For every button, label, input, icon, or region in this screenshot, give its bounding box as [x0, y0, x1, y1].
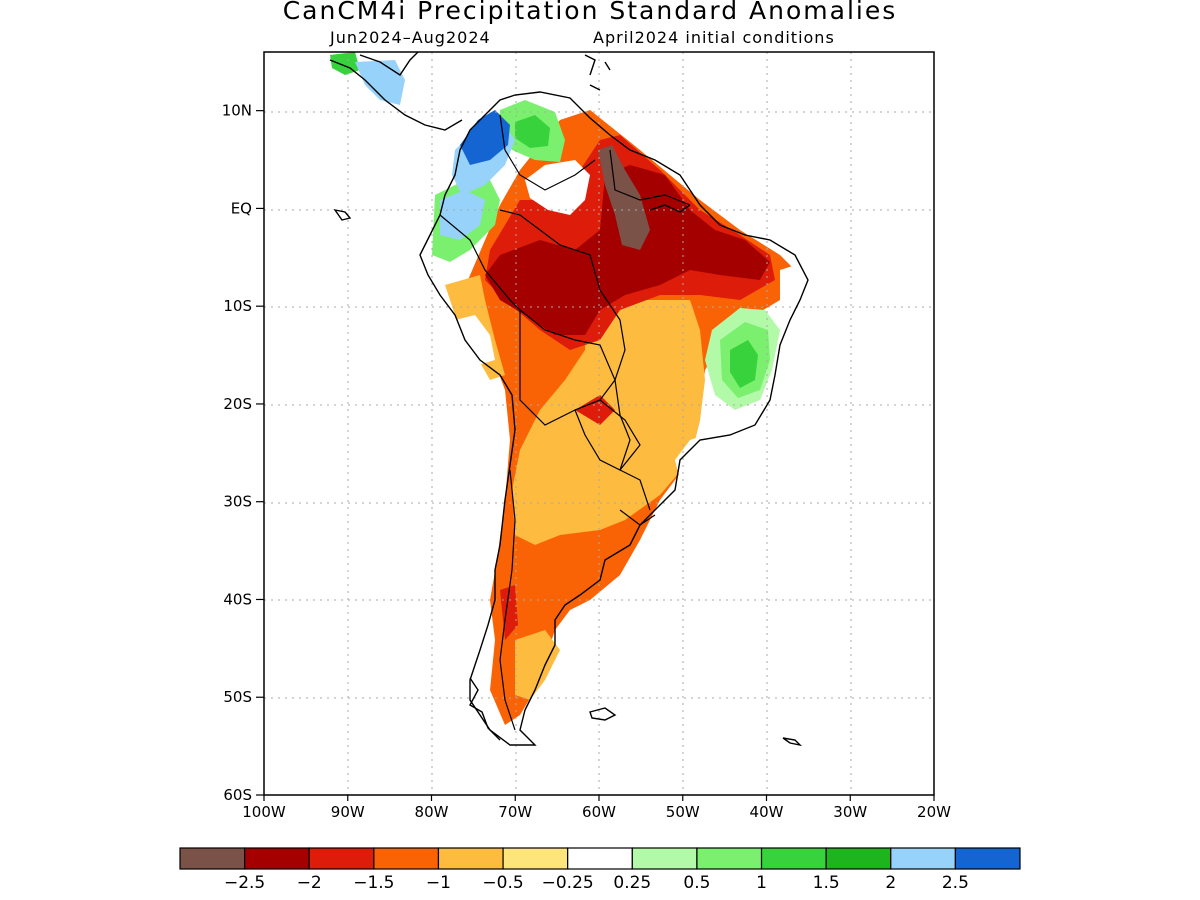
lon-tick-label: 80W — [415, 803, 449, 821]
lat-tick-label: 30S — [223, 493, 252, 511]
anomaly-region-light-orange-south — [515, 630, 560, 700]
colorbar-swatch — [567, 847, 633, 870]
south-america-coastline — [419, 91, 809, 746]
lat-tick-label: EQ — [231, 199, 252, 217]
colorbar-label: −0.25 — [542, 873, 594, 893]
colorbar-swatch — [825, 847, 892, 870]
colorbar-label: 1.5 — [813, 873, 840, 893]
anomaly-region-red-lake — [575, 395, 615, 425]
colorbar-label: −0.5 — [482, 873, 523, 893]
colorbar-swatch — [890, 847, 956, 870]
border-paraguay — [574, 399, 641, 471]
anomaly-region-dark-blue-colombia — [460, 110, 510, 165]
country-borders — [439, 114, 691, 731]
anomaly-region-dark-red — [485, 165, 770, 335]
caribbean-islands — [584, 54, 691, 213]
coastlines — [329, 52, 809, 747]
anomaly-region-white-east — [780, 262, 815, 320]
anomaly-region-white-southeast — [675, 430, 740, 480]
lat-tick-label: 40S — [223, 590, 252, 608]
colorbar-label: 2 — [885, 873, 896, 893]
colorbar-swatch — [502, 847, 569, 870]
colorbar-swatch — [760, 847, 827, 870]
colorbar-label: −2.5 — [224, 873, 265, 893]
grid-lines — [264, 52, 934, 795]
lat-tick-label: 10S — [223, 297, 252, 315]
lon-tick-label: 100W — [242, 803, 286, 821]
anomaly-region-white-peru — [455, 315, 495, 365]
anomaly-region-blue-central-america — [355, 60, 405, 105]
lon-tick-label: 50W — [666, 803, 700, 821]
south-georgia — [782, 737, 803, 747]
chile-archipelago — [469, 677, 501, 741]
anomaly-region-brown — [598, 145, 650, 250]
colorbar-label: 0.25 — [613, 873, 651, 893]
anomaly-region-light-orange — [512, 300, 705, 545]
colorbar-swatch — [631, 847, 698, 870]
lon-tick-label: 60W — [582, 803, 616, 821]
border-guianas — [609, 149, 691, 206]
lat-tick-label: 50S — [223, 688, 252, 706]
initial-conditions: April2024 initial conditions — [593, 28, 835, 47]
colorbar-label: 1 — [756, 873, 767, 893]
border-peru-ecuador — [439, 214, 521, 311]
central-america-coastline — [329, 52, 463, 131]
lat-tick-label: 20S — [223, 395, 252, 413]
border-colombia-venezuela — [499, 114, 596, 191]
border-andes — [499, 469, 516, 731]
colorbar-swatch — [179, 847, 246, 870]
colorbar-swatch — [954, 847, 1021, 870]
lat-tick-label: 60S — [223, 786, 252, 804]
lon-tick-label: 30W — [833, 803, 867, 821]
anomaly-region-green-caribbean-core — [515, 115, 550, 148]
anomaly-field — [330, 52, 815, 725]
border-argentina-uruguay — [619, 509, 656, 526]
anomaly-region-green-brazil-core — [730, 340, 758, 388]
map-title: CanCM4i Precipitation Standard Anomalies — [282, 0, 898, 25]
falkland-islands — [589, 707, 617, 721]
colorbar-swatch — [373, 847, 440, 870]
lon-tick-label: 20W — [917, 803, 951, 821]
galapagos-islands — [333, 208, 352, 221]
lon-tick-label: 90W — [331, 803, 365, 821]
colorbar-swatch — [308, 847, 375, 870]
colorbar-swatch — [244, 847, 310, 870]
colorbar-label: −1 — [426, 873, 451, 893]
forecast-period: Jun2024–Aug2024 — [330, 28, 491, 47]
colorbar-label: 0.5 — [683, 873, 710, 893]
colorbar-label: −1.5 — [353, 873, 394, 893]
anomaly-region-blue-colombia — [440, 190, 485, 240]
lon-tick-label: 40W — [750, 803, 784, 821]
colorbar-label: 2.5 — [942, 873, 969, 893]
border-brazil-west — [499, 209, 651, 511]
anomaly-region-white-north — [525, 160, 590, 215]
colorbar: −2.5 −2 −1.5 −1 −0.5 −0.25 0.25 0.5 1 1.5 2 2.5 — [179, 847, 1021, 893]
colorbar-swatch — [437, 847, 504, 870]
colorbar-swatch — [696, 847, 763, 870]
lat-tick-label: 10N — [222, 102, 252, 120]
lon-tick-label: 70W — [498, 803, 532, 821]
colorbar-label: −2 — [297, 873, 322, 893]
